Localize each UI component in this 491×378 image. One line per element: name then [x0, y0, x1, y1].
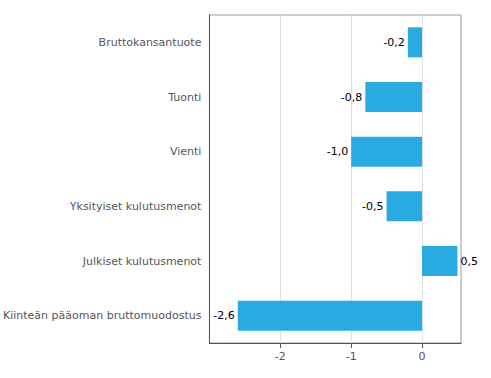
svg-text:0,5: 0,5	[460, 255, 478, 268]
svg-text:Tuonti: Tuonti	[167, 91, 201, 104]
svg-text:-0,2: -0,2	[383, 36, 404, 49]
svg-text:-2: -2	[275, 350, 286, 363]
svg-text:-0,8: -0,8	[341, 91, 362, 104]
svg-text:Julkiset kulutusmenot: Julkiset kulutusmenot	[82, 255, 202, 268]
svg-text:-2,6: -2,6	[213, 309, 234, 322]
svg-text:-1: -1	[346, 350, 357, 363]
svg-text:Bruttokansantuote: Bruttokansantuote	[99, 36, 202, 49]
svg-text:0: 0	[419, 350, 426, 363]
svg-text:Yksityiset kulutusmenot: Yksityiset kulutusmenot	[69, 200, 202, 213]
svg-text:Vienti: Vienti	[170, 145, 201, 158]
svg-text:Kiinteän pääoman bruttomuodost: Kiinteän pääoman bruttomuodostus	[3, 309, 202, 322]
svg-text:-0,5: -0,5	[362, 200, 383, 213]
svg-text:-1,0: -1,0	[327, 145, 348, 158]
